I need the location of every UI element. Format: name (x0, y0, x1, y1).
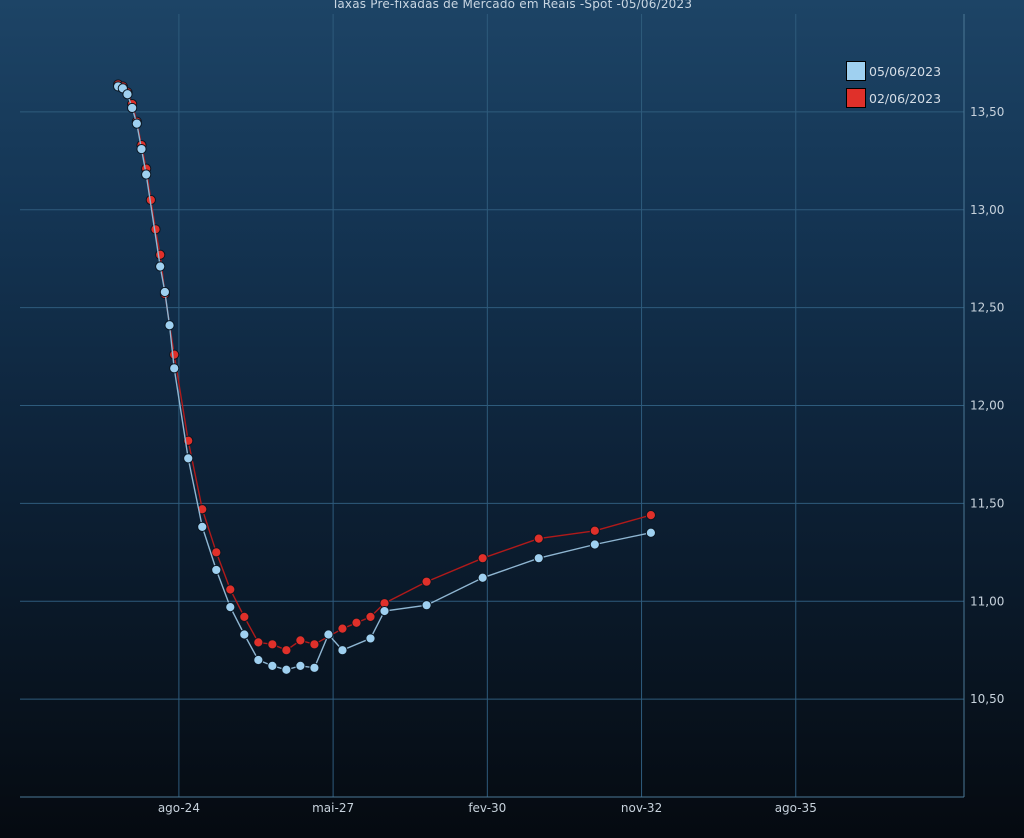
data-point-series-0 (645, 527, 656, 538)
data-point-series-0 (309, 662, 320, 673)
y-tick-label: 13,00 (970, 203, 1004, 217)
data-point-series-0 (295, 660, 306, 671)
data-point-series-0 (122, 89, 133, 100)
data-point-series-0 (533, 553, 544, 564)
data-point-series-0 (337, 645, 348, 656)
y-tick-label: 13,50 (970, 105, 1004, 119)
axes: 10,50 11,00 11,50 12,00 12,50 13,00 13,50 ago-2… (20, 14, 1004, 815)
x-tick-label: ago-24 (158, 801, 200, 815)
data-point-series-1 (267, 639, 278, 650)
data-point-series-0 (225, 602, 236, 613)
legend-label-05-06-2023: 05/06/2023 (869, 63, 942, 79)
data-point-series-0 (131, 118, 142, 129)
data-point-series-0 (136, 143, 147, 155)
data-point-series-0 (365, 633, 376, 644)
series-layer (113, 79, 656, 675)
data-point-series-0 (253, 654, 264, 666)
x-tick-label: fev-30 (468, 801, 506, 815)
data-point-series-1 (295, 635, 306, 646)
data-point-series-0 (379, 605, 390, 617)
data-point-series-0 (183, 453, 194, 464)
data-point-series-1 (169, 349, 180, 360)
data-point-series-0 (323, 629, 334, 640)
data-point-series-0 (127, 102, 138, 114)
y-tick-label: 12,00 (970, 399, 1004, 413)
legend-item-02-06-2023[interactable]: 02/06/2023 (846, 87, 941, 109)
data-point-series-0 (159, 286, 170, 298)
data-point-series-0 (141, 169, 152, 180)
data-point-series-1 (309, 639, 320, 650)
data-point-series-1 (155, 249, 166, 260)
data-point-series-1 (211, 547, 222, 558)
series-line-1 (117, 83, 652, 651)
data-point-series-0 (281, 664, 292, 675)
data-point-series-0 (477, 572, 488, 583)
data-point-series-0 (164, 320, 175, 331)
data-point-series-0 (267, 660, 278, 671)
data-point-series-1 (533, 533, 544, 544)
chart-title: Taxas Pré-fixadas de Mercado em Reais -S… (331, 0, 693, 11)
data-point-series-1 (421, 576, 432, 587)
data-point-series-1 (197, 504, 208, 515)
series-line-0 (117, 85, 652, 671)
data-point-series-0 (421, 600, 432, 611)
x-tick-label: mai-27 (312, 801, 354, 815)
y-tick-label: 11,50 (970, 496, 1004, 510)
legend-label-02-06-2023: 02/06/2023 (869, 90, 942, 106)
x-tick-label: nov-32 (621, 801, 662, 815)
data-point-series-1 (239, 611, 250, 623)
legend-swatch-02-06-2023 (846, 88, 866, 108)
y-tick-label: 12,50 (970, 301, 1004, 315)
data-point-series-1 (351, 617, 362, 628)
data-point-series-1 (477, 553, 488, 564)
y-tick-label: 11,00 (970, 594, 1004, 608)
data-point-series-0 (197, 521, 208, 532)
grid (20, 14, 964, 797)
legend-item-05-06-2023[interactable]: 05/06/2023 (846, 60, 941, 82)
data-point-series-1 (645, 510, 656, 521)
data-point-series-0 (211, 564, 222, 576)
legend-swatch-05-06-2023 (846, 61, 866, 81)
data-point-series-1 (365, 611, 376, 623)
data-point-series-1 (253, 637, 264, 648)
data-point-series-0 (169, 363, 180, 374)
data-point-series-1 (281, 645, 292, 656)
data-point-series-0 (239, 629, 250, 640)
data-point-series-1 (589, 525, 600, 536)
y-tick-label: 10,50 (970, 692, 1004, 706)
data-point-series-0 (155, 261, 166, 272)
data-point-series-0 (589, 539, 600, 550)
data-point-series-1 (225, 584, 236, 595)
x-tick-label: ago-35 (775, 801, 817, 815)
data-point-series-1 (337, 623, 348, 634)
